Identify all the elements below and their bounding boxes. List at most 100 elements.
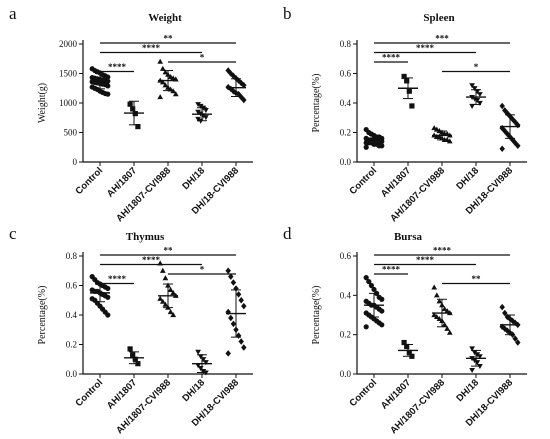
data-point [502, 127, 508, 135]
data-point [228, 314, 234, 322]
data-point [203, 108, 209, 114]
y-tick-label: 0.4 [340, 290, 352, 300]
data-point [157, 58, 164, 64]
data-point [203, 360, 209, 366]
x-category-label: AH/1807 [105, 165, 139, 199]
x-category-label: DH/18 [454, 377, 481, 404]
panel-letter: b [283, 4, 292, 23]
data-point [130, 352, 136, 358]
x-category-label: DH/18 [180, 377, 207, 404]
y-axis-label: Percentage(%) [37, 286, 48, 345]
data-point [167, 309, 174, 315]
data-point [228, 70, 234, 77]
data-point [159, 79, 166, 85]
significance-label: **** [416, 255, 435, 265]
data-point [230, 279, 237, 286]
significance-label: **** [142, 255, 161, 265]
x-category-label: Control [73, 377, 105, 409]
data-point [469, 346, 475, 352]
data-point [105, 294, 111, 300]
data-point [477, 92, 483, 98]
data-point [409, 103, 415, 109]
significance-label: **** [382, 265, 401, 275]
significance-label: * [200, 265, 205, 275]
data-point [441, 321, 448, 327]
data-point [469, 83, 475, 89]
data-point [371, 286, 377, 293]
y-tick-label: 0.6 [340, 69, 352, 79]
data-point [368, 282, 374, 289]
data-point [504, 327, 511, 334]
y-tick-label: 0.4 [340, 98, 352, 108]
data-point [162, 275, 169, 281]
data-point [379, 322, 385, 328]
significance-label: ** [472, 274, 482, 284]
data-point [469, 367, 475, 374]
data-point [162, 301, 169, 307]
data-point [197, 103, 204, 109]
data-point [436, 315, 443, 322]
data-point [105, 285, 111, 292]
x-category-label: Control [347, 377, 379, 409]
chart-title: Bursa [394, 231, 423, 243]
y-tick-label: 0.0 [340, 157, 352, 167]
data-point [502, 325, 508, 333]
significance-label: **** [108, 274, 127, 284]
data-point [471, 86, 478, 92]
y-tick-label: 0.2 [66, 340, 77, 350]
data-point [238, 93, 244, 101]
data-point [230, 320, 237, 328]
data-point [170, 289, 177, 295]
data-point [105, 91, 111, 97]
data-point [379, 296, 385, 302]
data-point [235, 291, 242, 298]
data-point [195, 109, 201, 115]
data-point [512, 335, 518, 342]
data-point [499, 102, 505, 110]
significance-label: * [474, 62, 479, 72]
y-tick-label: 1500 [59, 69, 78, 79]
y-tick-label: 0.0 [66, 369, 78, 379]
data-point [162, 69, 169, 75]
data-point [444, 325, 451, 331]
data-point [241, 302, 247, 310]
data-point [436, 298, 443, 304]
significance-label: ** [164, 246, 174, 256]
data-point [515, 142, 521, 150]
x-category-label: Control [73, 165, 105, 197]
data-point [509, 317, 516, 325]
data-point [162, 82, 169, 88]
x-category-label: DH/18 [180, 165, 207, 192]
data-point [502, 107, 508, 114]
data-point [477, 100, 483, 106]
data-point [225, 67, 231, 74]
significance-label: **** [382, 53, 401, 63]
data-point [241, 82, 247, 89]
data-point [157, 295, 164, 301]
data-point [431, 284, 438, 290]
x-category-label: Control [347, 165, 379, 197]
significance-label: *** [435, 34, 449, 44]
y-tick-label: 0.8 [66, 251, 78, 261]
y-axis-label: Percentage(%) [311, 74, 322, 133]
chart-panel-b: b Spleen 0.0 0.2 0.4 0.6 0.8 Percentage(%) Contr… [283, 4, 527, 224]
data-point [477, 354, 483, 360]
data-point [515, 339, 521, 346]
significance-label: * [200, 53, 205, 63]
data-point [225, 308, 231, 316]
y-tick-label: 1000 [59, 98, 78, 108]
data-point [195, 102, 201, 108]
data-point [167, 286, 174, 293]
data-point [159, 298, 166, 304]
data-point [444, 308, 451, 314]
panel-letter: d [283, 224, 292, 243]
data-point [241, 96, 247, 104]
data-point [433, 313, 440, 320]
y-tick-label: 0.2 [340, 330, 351, 340]
data-point [195, 116, 201, 122]
data-point [404, 343, 410, 350]
significance-label: **** [433, 246, 452, 256]
panel-letter: c [9, 224, 17, 243]
y-tick-label: 0.6 [66, 281, 78, 291]
data-point [235, 332, 242, 339]
